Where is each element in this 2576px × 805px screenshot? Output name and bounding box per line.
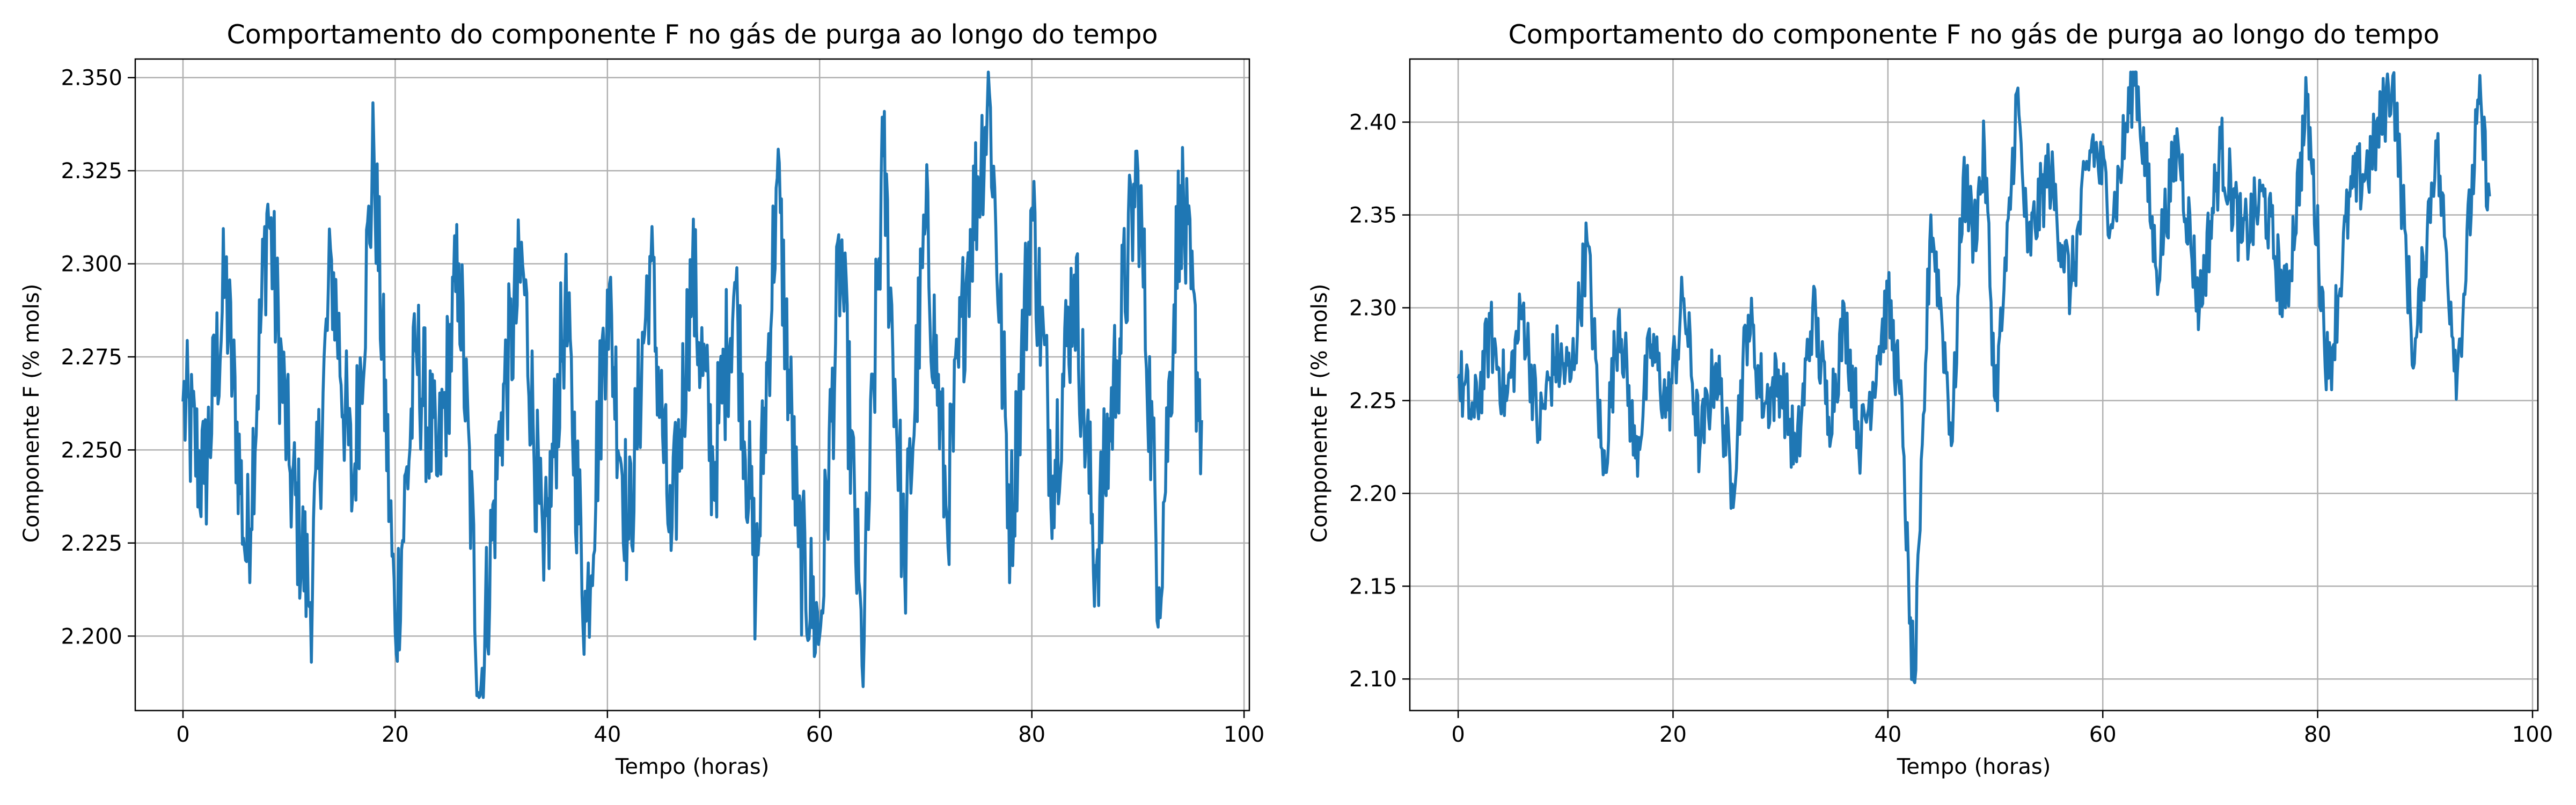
y-tick-label: 2.40 (1349, 111, 1397, 135)
y-tick-label: 2.225 (61, 531, 122, 556)
y-tick-label: 2.200 (61, 624, 122, 649)
y-tick-label: 2.275 (61, 345, 122, 370)
x-axis-label: Tempo (horas) (1897, 755, 2051, 779)
x-tick-label: 100 (1224, 722, 1264, 747)
x-tick-label: 100 (2512, 722, 2553, 747)
x-tick-label: 60 (2089, 722, 2117, 747)
x-tick-label: 60 (806, 722, 833, 747)
y-tick-label: 2.325 (61, 159, 122, 184)
y-axis-label: Componente F (% mols) (1307, 284, 1332, 543)
series-line (181, 70, 1203, 699)
x-tick-label: 40 (594, 722, 621, 747)
x-tick-label: 0 (176, 722, 189, 747)
plot-frame (134, 58, 1250, 712)
y-tick-label: 2.30 (1349, 296, 1397, 320)
series-group (181, 70, 1203, 699)
ticks-group: 0 20 40 60 80 100 2.10 2.15 2.20 2.25 2.30 2.35 2.40 (1349, 111, 2553, 747)
y-axis-label: Componente F (% mols) (19, 284, 44, 543)
y-tick-label: 2.20 (1349, 481, 1397, 506)
chart-title: Comportamento do componente F no gás de … (227, 19, 1158, 50)
series-group (1457, 70, 2491, 684)
chart-left: Comportamento do componente F no gás de … (19, 19, 1264, 779)
chart-right: Comportamento do componente F no gás de … (1307, 19, 2553, 779)
x-axis-label: Tempo (horas) (615, 755, 770, 779)
plot-frame (1409, 58, 2539, 712)
y-tick-label: 2.250 (61, 438, 122, 463)
series-line (1457, 70, 2491, 684)
x-tick-label: 0 (1451, 722, 1465, 747)
y-tick-label: 2.300 (61, 252, 122, 277)
y-tick-label: 2.350 (61, 66, 122, 91)
y-tick-label: 2.10 (1349, 667, 1397, 692)
chart-title: Comportamento do componente F no gás de … (1509, 19, 2440, 50)
x-tick-label: 20 (1659, 722, 1687, 747)
y-tick-label: 2.25 (1349, 389, 1397, 413)
x-tick-label: 20 (382, 722, 409, 747)
x-tick-label: 40 (1874, 722, 1901, 747)
y-tick-label: 2.35 (1349, 203, 1397, 228)
x-tick-label: 80 (1018, 722, 1045, 747)
y-tick-label: 2.15 (1349, 574, 1397, 599)
x-tick-label: 80 (2304, 722, 2331, 747)
ticks-group: 0 20 40 60 80 100 2.200 2.225 2.250 2.275 2.300 2.3… (61, 66, 1264, 747)
